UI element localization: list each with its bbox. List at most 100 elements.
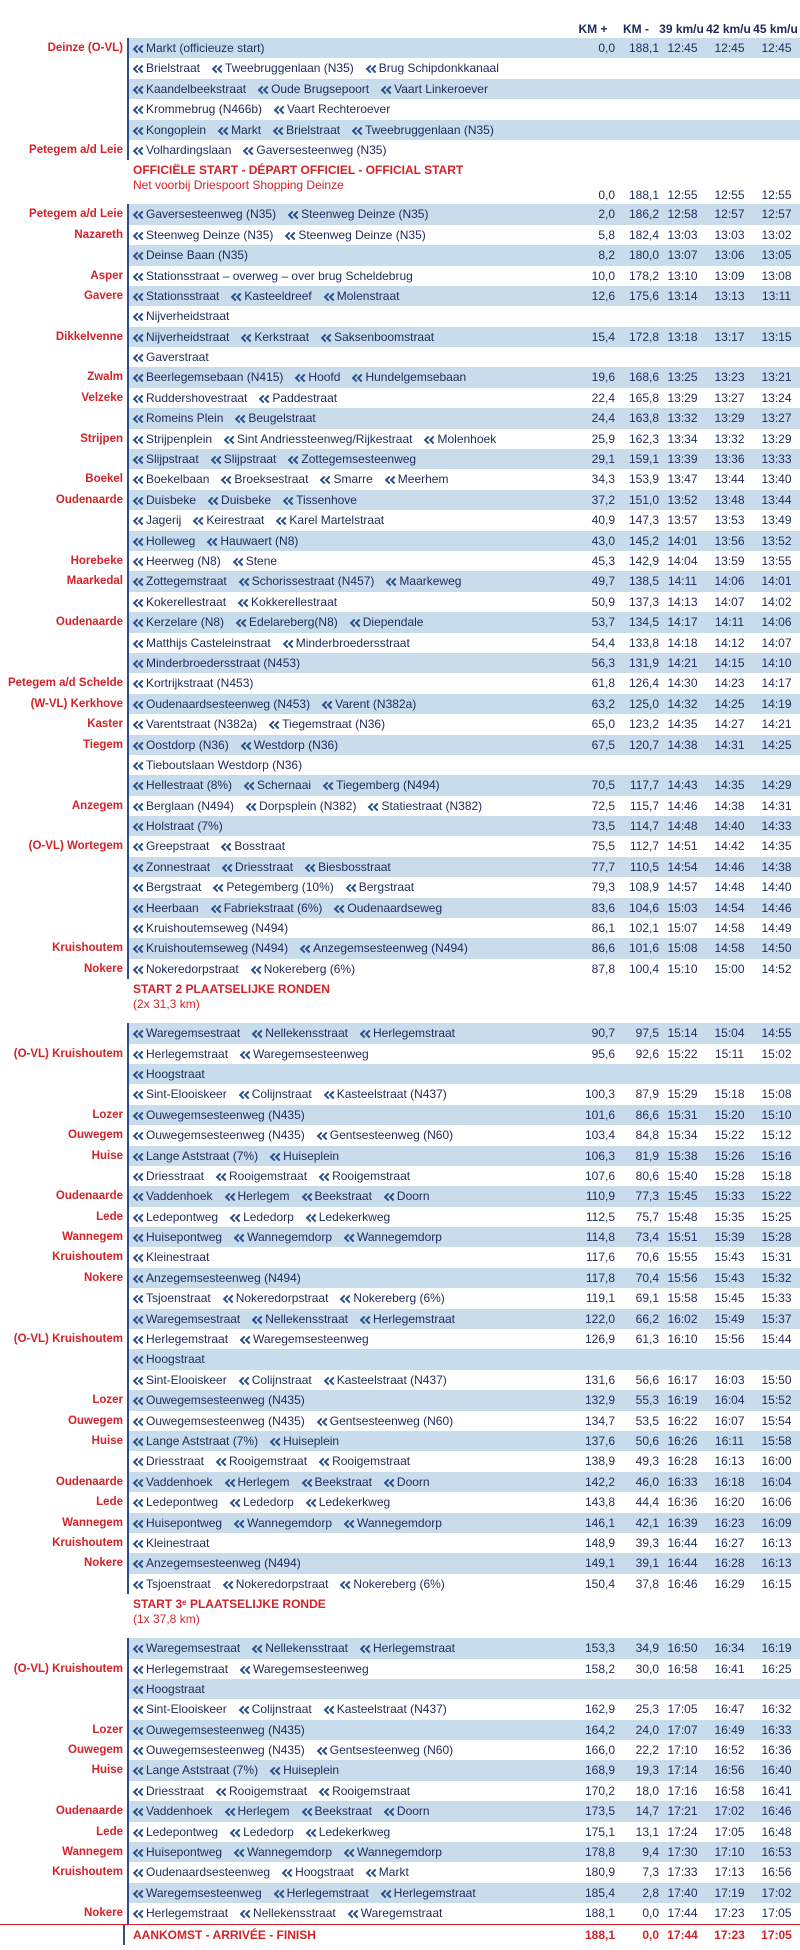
time: 16:17 [667, 1372, 698, 1387]
time [706, 306, 753, 326]
place: Lozer [92, 1723, 123, 1736]
time [753, 120, 800, 140]
place [0, 1288, 127, 1308]
street: Slijpstraat [211, 449, 277, 469]
time: 15:34 [667, 1128, 698, 1143]
time: 15:40 [667, 1168, 698, 1183]
street: Vaddenhoek [133, 1186, 213, 1206]
time: 16:56 [714, 1763, 745, 1778]
street: Gentsesteenweg (N60) [317, 1740, 453, 1760]
street: Gentsesteenweg (N60) [317, 1411, 453, 1431]
distance: 104,6 [628, 900, 659, 915]
distance: 73,5 [591, 819, 615, 834]
time: 15:32 [761, 1270, 792, 1285]
row-body: Anzegemsesteenweg (N494) 117,8 70,4 15:56 15… [127, 1267, 800, 1289]
street: Hoogstraat [133, 1679, 205, 1699]
street: Kongoplein [133, 120, 206, 140]
street: Huisepontweg [133, 1227, 222, 1247]
route-row: Kongoplein Markt Brielstraat Tweebruggenlaa… [0, 119, 800, 140]
route: Kruishoutemseweg (N494) Anzegemsesteenweg… [129, 938, 573, 958]
time: 15:33 [761, 1291, 792, 1306]
place: Oudenaarde [55, 1805, 123, 1818]
time: 16:04 [761, 1474, 792, 1489]
street: Tweebruggenlaan (N35) [352, 120, 494, 140]
street: Anzegemsesteenweg (N494) [300, 938, 468, 958]
distance [615, 1679, 659, 1699]
distance: 117,8 [585, 1270, 615, 1285]
distance: 142,2 [584, 1474, 615, 1489]
route-row: Driesstraat Rooigemstraat Rooigemstraat 138… [0, 1451, 800, 1472]
distance: 103,4 [584, 1128, 615, 1143]
time: 16:18 [714, 1474, 745, 1489]
time: 14:35 [667, 717, 698, 732]
row-body: Lange Aststraat (7%) Huiseplein 137,6 50,6 1… [127, 1431, 800, 1452]
route-row: (W-VL) Kerkhove Oudenaardsesteenweg (N453… [0, 693, 800, 715]
time: 15:26 [714, 1148, 745, 1163]
street: Ledepontweg [133, 1492, 218, 1512]
street: Dorpsplein (N382) [246, 796, 356, 816]
place [0, 408, 127, 428]
distance: 49,3 [635, 1454, 659, 1469]
time: 15:43 [714, 1250, 745, 1265]
route: Tsjoenstraat Nokeredorpstraat Nokereberg (… [129, 1574, 573, 1594]
time: 14:40 [761, 880, 792, 895]
place [0, 1064, 127, 1084]
time: 14:35 [714, 778, 745, 793]
distance: 146,1 [584, 1515, 615, 1530]
distance: 73,4 [635, 1230, 659, 1245]
distance: 37,8 [635, 1576, 659, 1591]
distance: 100,4 [628, 961, 659, 976]
route: Nijverheidstraat Kerkstraat Saksenboomstra… [129, 327, 573, 347]
distance: 126,4 [628, 676, 659, 691]
time [706, 79, 753, 99]
route-row: Wannegem Huisepontweg Wannegemdorp Wannegem… [0, 1842, 800, 1863]
distance: 117,7 [629, 778, 659, 793]
time: 16:32 [761, 1702, 792, 1717]
time: 15:22 [761, 1189, 792, 1204]
time: 16:26 [667, 1434, 698, 1448]
distance: 178,2 [628, 268, 659, 283]
place [0, 1574, 127, 1594]
time: 14:23 [714, 676, 745, 691]
time: 16:50 [667, 1641, 698, 1656]
row-body: Vaddenhoek Herlegem Beekstraat Doorn 142,2 46… [127, 1471, 800, 1493]
distance: 7,3 [642, 1865, 659, 1880]
distance: 44,4 [635, 1495, 659, 1510]
time: 14:46 [714, 859, 745, 874]
row-body: Oudenaardsesteenweg (N453) Varent (N382a)… [127, 693, 800, 715]
street: Duisbeke [133, 490, 196, 510]
row-body: Kaandelbeekstraat Oude Brugsepoort Vaart L… [127, 78, 800, 100]
time: 13:39 [667, 452, 698, 467]
route: Duisbeke Duisbeke Tissenhove [129, 490, 573, 510]
route-row: Nokere Herlegemstraat Nellekensstraat Wareg… [0, 1903, 800, 1924]
row-body: Greepstraat Bosstraat 75,5 112,7 14:51 14:42 1… [127, 836, 800, 857]
street: Ouwegemsesteenweg (N435) [133, 1125, 305, 1145]
distance: 122,0 [584, 1311, 615, 1326]
time: 14:19 [761, 696, 792, 711]
distance: 24,4 [591, 411, 615, 426]
street: Herlegemstraat [360, 1309, 455, 1329]
distance: 19,6 [591, 370, 615, 385]
route: Bergstraat Petegemberg (10%) Bergstraat [129, 877, 573, 897]
distance: 70,5 [591, 778, 615, 793]
row-body: Anzegemsesteenweg (N494) 149,1 39,1 16:44 16… [127, 1553, 800, 1574]
distance: 95,6 [591, 1046, 615, 1061]
route: Sint-Elooiskeer Colijnstraat Kasteelstraat… [129, 1370, 573, 1390]
street: Markt [366, 1862, 409, 1882]
route: Hoogstraat [129, 1349, 573, 1369]
route: Minderbroedersstraat (N453) [129, 653, 573, 673]
route-row: Deinse Baan (N35) 8,2 180,0 13:07 13:06 13:05 [0, 245, 800, 266]
street: Huiseplein [270, 1146, 339, 1166]
route: Nokeredorpstraat Nokereberg (6%) [129, 959, 573, 979]
row-body: Kleinestraat 117,6 70,6 15:55 15:43 15:31 [127, 1247, 800, 1268]
street: Colijnstraat [239, 1084, 312, 1104]
route: Sint-Elooiskeer Colijnstraat Kasteelstraat… [129, 1699, 573, 1719]
street: Lange Aststraat (7%) [133, 1146, 258, 1166]
row-body: Volhardingslaan Gaversesteenweg (N35) [127, 139, 800, 161]
row-body: AANKOMST - ARRIVÉE - FINISH 188,1 0,0 17:44… [123, 1924, 800, 1945]
route-row: Kaster Varentstraat (N382a) Tiegemstraat (… [0, 714, 800, 735]
street: Lange Aststraat (7%) [133, 1431, 258, 1451]
time: 14:07 [714, 594, 745, 609]
row-body: Ouwegemsesteenweg (N435) Gentsesteenweg (… [127, 1740, 800, 1761]
distance: 108,9 [628, 880, 659, 895]
